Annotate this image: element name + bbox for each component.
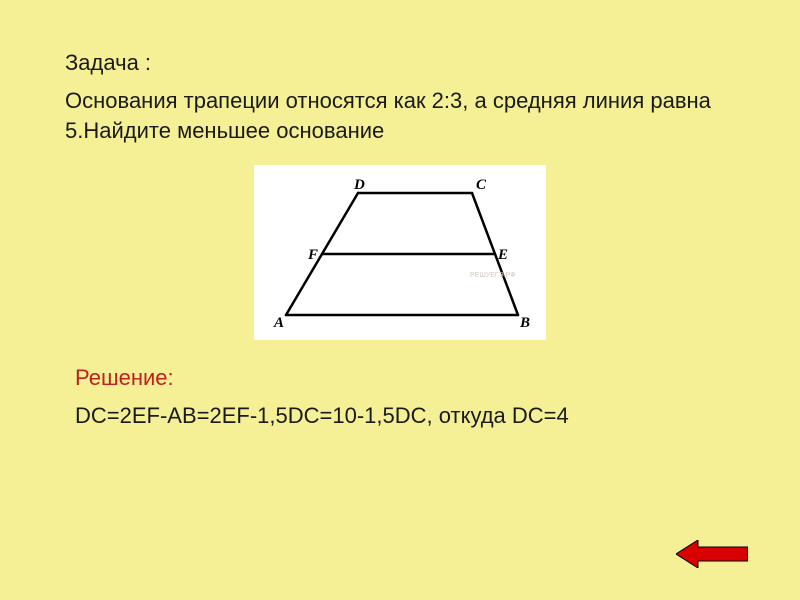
svg-text:B: B [519, 315, 530, 331]
figure-container: A B C D F E РЕШУЕГЭ.РФ [65, 165, 735, 340]
solution-title: Решение: [75, 365, 735, 391]
svg-text:РЕШУЕГЭ.РФ: РЕШУЕГЭ.РФ [470, 272, 516, 279]
svg-text:E: E [497, 247, 508, 263]
problem-text: Основания трапеции относятся как 2:3, а … [65, 86, 735, 145]
solution-body: DC=2EF-AB=2EF-1,5DC=10-1,5DC, откуда DC=… [75, 403, 735, 429]
back-arrow-icon [676, 540, 748, 568]
problem-title: Задача : [65, 50, 735, 76]
svg-text:A: A [273, 315, 284, 331]
trapezoid-svg: A B C D F E РЕШУЕГЭ.РФ [254, 165, 546, 340]
svg-text:F: F [307, 247, 318, 263]
svg-text:D: D [353, 177, 365, 193]
trapezoid-figure: A B C D F E РЕШУЕГЭ.РФ [254, 165, 546, 340]
svg-text:C: C [476, 177, 487, 193]
back-arrow-button[interactable] [676, 540, 748, 568]
